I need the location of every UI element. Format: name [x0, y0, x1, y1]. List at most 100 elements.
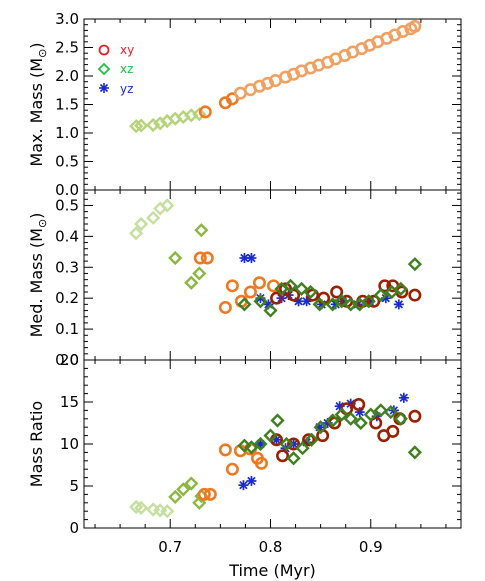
data-point-diamond	[263, 428, 278, 443]
data-point-diamond	[134, 216, 149, 232]
data-point-circle	[243, 285, 257, 299]
data-point-circle	[270, 291, 284, 305]
data-point-circle	[203, 487, 217, 501]
data-point-diamond	[192, 266, 207, 281]
data-point-circle	[369, 416, 383, 430]
data-point-diamond	[184, 275, 199, 290]
data-point-circle	[408, 19, 422, 33]
asterisk-stroke	[240, 253, 249, 263]
data-point-circle	[279, 282, 293, 296]
y-axis-label: Med. Mass (M⊙)	[27, 213, 49, 338]
asterisk-stroke	[256, 293, 265, 303]
data-point-circle	[252, 276, 266, 290]
data-point-diamond	[407, 445, 422, 460]
data-point-diamond	[283, 278, 298, 293]
asterisk-stroke	[335, 401, 344, 411]
asterisk-stroke	[272, 435, 281, 445]
panel-bottom: 0 5 10 15 20 Mass Ratio 0.7 0.8 0.9 Time (Myr)	[27, 351, 462, 580]
y-axis-label: Mass Ratio	[27, 401, 46, 487]
asterisk-stroke	[394, 300, 404, 309]
x-axis-label: Time (Myr)	[228, 561, 316, 580]
x-tick-label: 0.7	[158, 538, 182, 556]
data-point-diamond	[168, 250, 183, 266]
data-points	[129, 392, 422, 519]
data-point-asterisk	[238, 480, 249, 491]
asterisk-stroke	[247, 253, 256, 263]
data-point-diamond	[383, 404, 398, 420]
y-tick-label: 5	[69, 477, 79, 495]
y-tick-label: 1.5	[55, 96, 79, 114]
data-point-diamond	[286, 451, 301, 466]
data-point-diamond	[343, 297, 358, 312]
y-tick-label: 0.4	[55, 227, 79, 245]
asterisk-stroke	[247, 476, 256, 486]
data-point-circle	[200, 251, 214, 265]
data-point-circle	[276, 449, 290, 463]
data-point-diamond	[393, 281, 408, 297]
data-point-circle	[254, 456, 268, 470]
y-tick-label: 0.5	[55, 153, 79, 171]
data-point-diamond	[146, 117, 161, 133]
data-point-diamond	[303, 284, 318, 300]
asterisk-stroke	[264, 300, 273, 309]
data-point-diamond	[134, 118, 149, 133]
legend-label-xz: xz	[120, 62, 133, 76]
data-point-diamond	[294, 281, 309, 297]
data-point-circle	[386, 424, 400, 438]
y-tick-label: 0.3	[55, 258, 79, 276]
legend-label-yz: yz	[120, 82, 133, 96]
data-point-circle	[378, 279, 392, 293]
data-point-asterisk	[301, 296, 312, 307]
data-point-diamond	[334, 407, 349, 422]
data-point-circle	[260, 76, 274, 90]
y-tick-label: 3.0	[55, 10, 79, 28]
data-point-diamond	[253, 294, 268, 309]
data-point-diamond	[192, 107, 207, 122]
data-point-circle	[225, 462, 239, 476]
asterisk-stroke	[399, 393, 409, 403]
y-tick-label: 15	[60, 393, 79, 411]
legend-marker-asterisk	[99, 83, 109, 93]
data-point-circle	[218, 300, 232, 314]
data-point-circle	[367, 294, 381, 308]
legend-marker-diamond	[97, 62, 111, 76]
data-point-diamond	[325, 413, 340, 428]
plot-frame	[83, 189, 462, 361]
data-point-circle	[408, 288, 422, 302]
legend-marker-circle	[98, 44, 110, 56]
data-point-diamond	[334, 294, 349, 309]
data-point-diamond	[129, 226, 144, 241]
y-tick-label: 0.1	[55, 320, 79, 338]
data-point-circle	[302, 433, 316, 447]
asterisk-stroke	[294, 297, 303, 306]
y-tick-label: 0.5	[55, 196, 79, 214]
data-point-diamond	[160, 198, 175, 213]
data-point-diamond	[312, 297, 327, 312]
data-point-circle	[252, 79, 266, 93]
data-point-diamond	[373, 403, 388, 418]
data-point-diamond	[168, 489, 183, 505]
plot-frame	[83, 18, 462, 191]
data-point-diamond	[134, 500, 149, 515]
y-tick-label: 2.0	[55, 67, 79, 85]
data-point-circle	[287, 437, 301, 451]
y-axis-label: Max. Mass (M⊙)	[27, 42, 49, 166]
x-tick-label: 0.8	[259, 538, 283, 556]
data-point-circle	[408, 409, 422, 423]
y-tick-label: 0	[69, 519, 79, 537]
x-tick-label: 0.9	[359, 538, 383, 556]
data-point-diamond	[361, 294, 376, 309]
data-point-diamond	[194, 223, 209, 238]
data-point-diamond	[295, 441, 310, 456]
data-point-diamond	[373, 287, 388, 303]
data-points	[129, 19, 422, 134]
data-point-circle	[396, 25, 410, 39]
y-tick-label: 0.0	[55, 351, 79, 369]
asterisk-stroke	[381, 293, 391, 303]
panel-top: 0.0 0.5 1.0 1.5 2.0 2.5 3.0 Max. Mass (M⊙)	[27, 10, 462, 199]
data-point-asterisk	[393, 299, 404, 310]
data-point-diamond	[253, 436, 268, 452]
data-point-circle	[198, 105, 212, 119]
data-point-diamond	[304, 432, 319, 447]
data-point-circle	[193, 251, 207, 265]
